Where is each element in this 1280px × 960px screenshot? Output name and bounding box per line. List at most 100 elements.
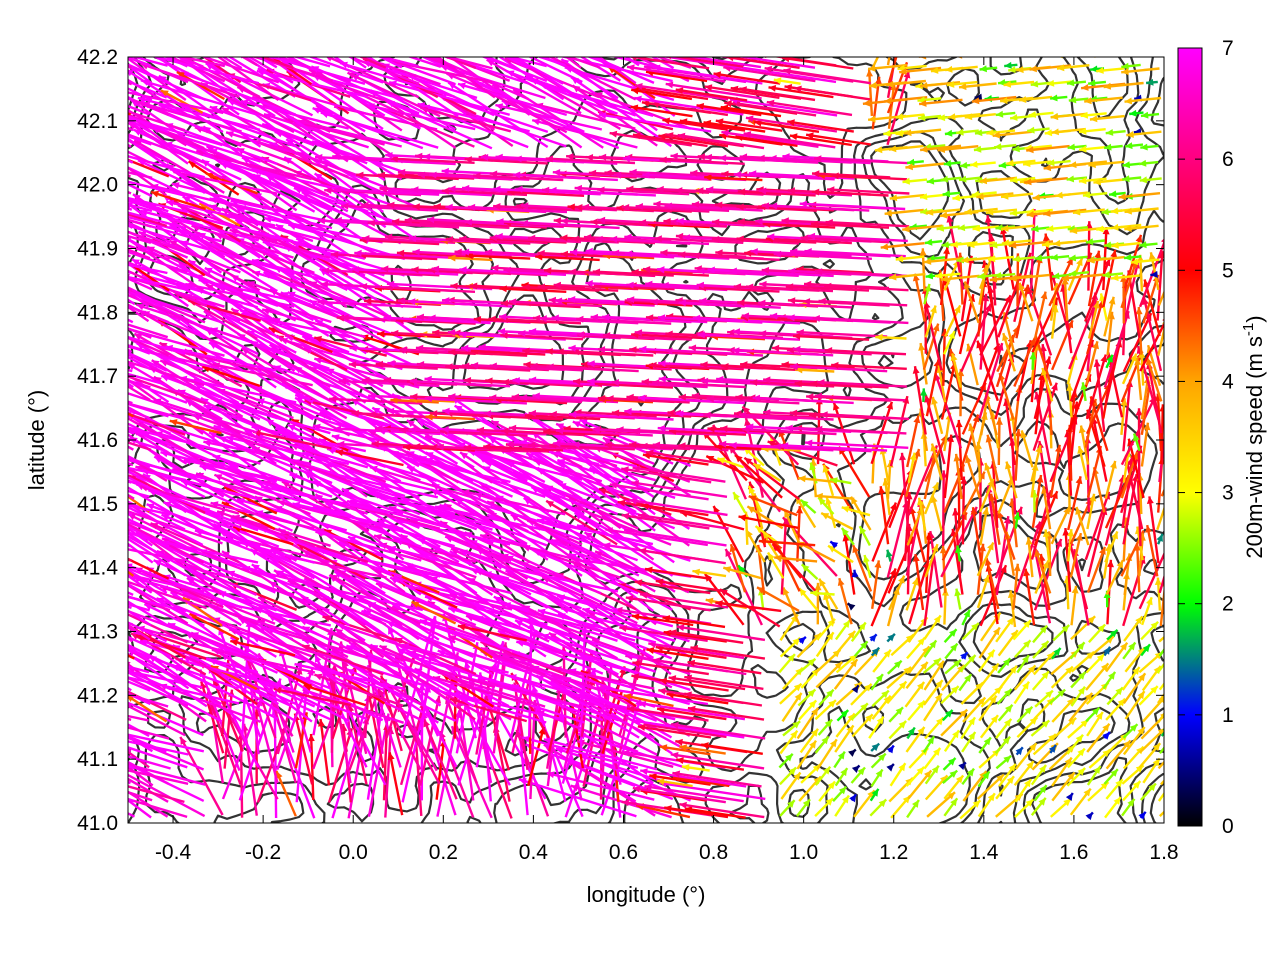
- wind-arrow: [128, 773, 206, 818]
- wind-arrow: [899, 49, 941, 56]
- wind-arrow: [792, 39, 855, 51]
- wind-arrow: [256, 398, 368, 435]
- wind-arrow: [878, 486, 890, 545]
- wind-arrow: [500, 332, 584, 341]
- wind-arrow: [998, 763, 1017, 787]
- wind-arrow: [387, 752, 404, 816]
- wind-arrow: [128, 218, 152, 228]
- wind-arrow: [952, 194, 979, 202]
- wind-arrow: [925, 532, 933, 593]
- wind-arrow: [506, 57, 547, 68]
- wind-arrow: [778, 753, 794, 769]
- wind-arrow: [189, 565, 295, 596]
- wind-arrow: [841, 505, 871, 517]
- wind-arrow: [169, 419, 222, 435]
- wind-arrow: [1102, 271, 1124, 279]
- wind-arrow: [459, 235, 548, 245]
- wind-arrow: [1140, 111, 1160, 119]
- wind-arrow: [128, 327, 152, 339]
- wind-arrow: [743, 36, 818, 50]
- wind-arrow: [807, 232, 908, 243]
- wind-arrow: [721, 129, 819, 148]
- wind-arrow: [128, 574, 189, 595]
- y-tick-label: 41.3: [77, 621, 118, 644]
- wind-arrow: [247, 57, 294, 84]
- wind-arrow: [390, 155, 475, 164]
- wind-arrow: [955, 128, 979, 136]
- wind-arrow: [1151, 46, 1161, 53]
- wind-arrow: [715, 600, 782, 613]
- wind-arrow: [644, 566, 712, 581]
- wind-arrow: [717, 457, 745, 469]
- wind-arrow: [1048, 256, 1074, 307]
- wind-arrow: [128, 470, 187, 500]
- y-tick-label: 41.2: [77, 684, 118, 707]
- wind-arrow: [795, 366, 835, 374]
- wind-arrow: [1093, 359, 1106, 433]
- wind-arrow: [640, 768, 747, 788]
- wind-arrow: [497, 57, 565, 101]
- wind-arrow: [1050, 112, 1087, 121]
- wind-arrow: [1006, 159, 1036, 167]
- wind-arrow: [329, 395, 423, 405]
- wind-arrow: [959, 799, 982, 820]
- wind-arrow: [886, 659, 903, 675]
- wind-arrow: [852, 544, 873, 592]
- wind-arrow: [1080, 111, 1107, 119]
- wind-arrow: [175, 57, 204, 68]
- wind-arrow: [632, 465, 726, 483]
- wind-arrow: [1052, 717, 1077, 740]
- wind-arrow: [936, 365, 947, 403]
- wind-arrow: [958, 761, 967, 770]
- wind-arrow: [1070, 615, 1096, 641]
- wind-arrow: [773, 250, 872, 260]
- wind-arrow: [1145, 524, 1159, 577]
- wind-arrow: [810, 220, 890, 229]
- wind-arrow: [126, 0, 238, 52]
- x-tick-label: 1.6: [1059, 841, 1088, 864]
- wind-arrow: [972, 224, 1000, 232]
- wind-arrow: [1122, 672, 1147, 704]
- wind-arrow: [1080, 382, 1088, 402]
- wind-arrow: [1086, 546, 1107, 594]
- wind-arrow: [1023, 177, 1068, 186]
- wind-arrow: [294, 662, 405, 691]
- wind-arrow: [960, 303, 992, 373]
- wind-arrow: [128, 238, 134, 243]
- wind-arrow: [128, 417, 188, 453]
- wind-arrow: [684, 691, 763, 707]
- wind-arrow: [1031, 225, 1050, 233]
- wind-arrow: [632, 785, 726, 804]
- wind-arrow: [1068, 160, 1108, 169]
- wind-arrow: [1156, 533, 1164, 545]
- wind-arrow: [1028, 111, 1054, 118]
- wind-arrow: [629, 497, 728, 517]
- wind-arrow: [781, 692, 803, 722]
- wind-arrow: [662, 117, 728, 131]
- wind-arrow: [818, 297, 908, 307]
- wind-arrow: [346, 71, 441, 118]
- wind-arrow: [1086, 711, 1104, 737]
- wind-arrow: [183, 458, 294, 484]
- wind-arrow: [733, 171, 835, 181]
- wind-arrow: [128, 621, 168, 643]
- wind-arrow: [1145, 78, 1158, 86]
- wind-arrow: [848, 748, 857, 757]
- wind-arrow: [961, 731, 977, 753]
- wind-arrow: [906, 415, 921, 468]
- wind-arrow: [188, 612, 240, 641]
- wind-arrow: [1003, 80, 1035, 88]
- wind-arrow: [128, 454, 151, 469]
- wind-arrow: [128, 635, 172, 658]
- wind-arrow: [153, 0, 259, 51]
- wind-arrow: [128, 531, 171, 563]
- wind-arrow: [128, 548, 186, 563]
- wind-arrow: [670, 721, 766, 740]
- wind-arrow: [870, 567, 897, 627]
- wind-arrow: [769, 202, 870, 212]
- x-axis: -0.4 -0.2 0.0 0.2 0.4 0.6 0.8 1.0 1.2 1.4 1.6 1.8: [155, 57, 1179, 864]
- wind-arrow: [128, 96, 170, 117]
- wind-arrow: [1154, 577, 1162, 611]
- wind-arrow: [268, 326, 333, 354]
- wind-arrow: [961, 609, 971, 626]
